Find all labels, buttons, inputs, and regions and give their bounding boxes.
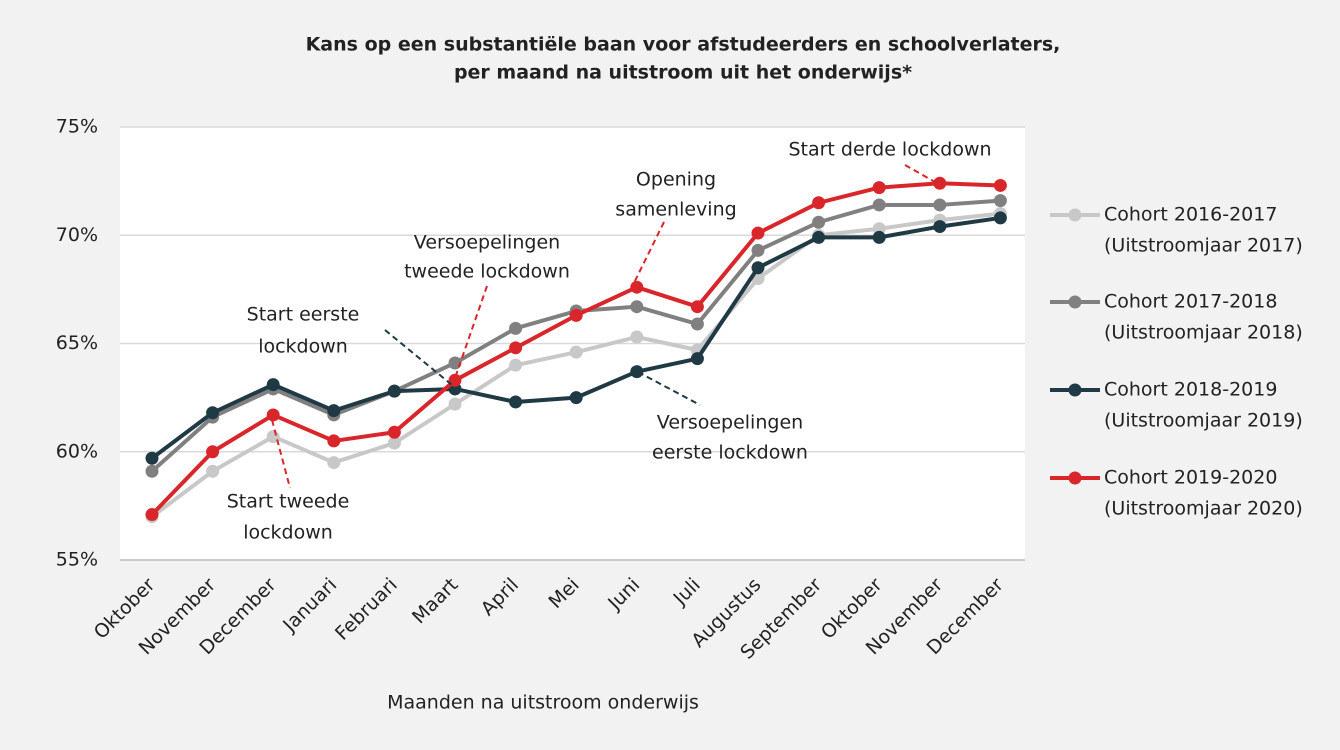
data-point <box>812 215 826 229</box>
legend-note: (Uitstroomjaar 2018) <box>1104 322 1303 344</box>
data-point <box>266 378 280 392</box>
data-point <box>145 451 159 465</box>
data-point <box>872 198 886 212</box>
data-point <box>751 261 765 275</box>
data-point <box>569 308 583 322</box>
data-point <box>145 464 159 478</box>
y-tick-label: 75% <box>56 116 98 138</box>
data-point <box>327 434 341 448</box>
data-point <box>933 198 947 212</box>
y-tick-label: 60% <box>56 440 98 462</box>
x-tick-label: Maart <box>408 574 462 628</box>
data-point <box>751 243 765 257</box>
data-point <box>206 406 220 420</box>
legend-label: Cohort 2016-2017 <box>1104 204 1277 226</box>
data-point <box>630 330 644 344</box>
annotation-leader <box>637 371 701 406</box>
x-tick-label: Mei <box>544 574 583 613</box>
data-point <box>569 391 583 405</box>
legend-note: (Uitstroomjaar 2019) <box>1104 410 1303 432</box>
legend-label: Cohort 2018-2019 <box>1104 379 1277 401</box>
annotation-leader <box>271 419 291 489</box>
y-tick-label: 65% <box>56 332 98 354</box>
data-point <box>387 384 401 398</box>
data-point <box>448 397 462 411</box>
data-point <box>872 230 886 244</box>
annotation-text: Start tweede <box>227 491 350 513</box>
legend-note: (Uitstroomjaar 2017) <box>1104 235 1303 257</box>
data-point <box>569 345 583 359</box>
data-point <box>993 211 1007 225</box>
annotation-leader <box>454 285 488 379</box>
data-point <box>327 404 341 418</box>
data-point <box>145 508 159 522</box>
data-point <box>630 300 644 314</box>
data-point <box>327 456 341 470</box>
annotation-text: Versoepelingen <box>414 232 560 254</box>
chart-title: Kans op een substantiële baan voor afstu… <box>306 34 1061 56</box>
data-point <box>630 365 644 379</box>
data-point <box>630 280 644 294</box>
data-point <box>509 395 523 409</box>
y-tick-label: 55% <box>56 549 98 571</box>
legend-marker <box>1068 295 1082 309</box>
x-tick-label: Juli <box>669 574 705 610</box>
data-point <box>690 352 704 366</box>
annotation-text: Versoepelingen <box>657 412 803 434</box>
data-point <box>387 436 401 450</box>
data-point <box>509 341 523 355</box>
x-tick-label: Februari <box>331 574 402 645</box>
x-tick-label: April <box>477 574 523 620</box>
annotation-text: lockdown <box>258 336 348 358</box>
y-tick-label: 70% <box>56 224 98 246</box>
data-point <box>751 226 765 240</box>
data-point <box>206 464 220 478</box>
data-point <box>690 317 704 331</box>
annotation-text: Opening <box>636 169 716 191</box>
annotation-text: tweede lockdown <box>404 261 570 283</box>
annotation-leader <box>904 164 936 183</box>
data-point <box>509 321 523 335</box>
data-point <box>993 178 1007 192</box>
chart-title: per maand na uitstroom uit het onderwijs… <box>454 62 912 84</box>
annotation-leader <box>632 221 665 286</box>
annotation-text: Start eerste <box>247 304 360 326</box>
data-point <box>206 445 220 459</box>
annotation-text: lockdown <box>243 522 333 544</box>
legend-marker <box>1068 471 1082 485</box>
annotation-text: samenleving <box>615 199 736 221</box>
data-point <box>993 194 1007 208</box>
legend-label: Cohort 2019-2020 <box>1104 467 1277 489</box>
data-point <box>509 358 523 372</box>
data-point <box>812 196 826 210</box>
annotation-leader <box>384 329 453 386</box>
legend-label: Cohort 2017-2018 <box>1104 291 1277 313</box>
legend-note: (Uitstroomjaar 2020) <box>1104 498 1303 520</box>
data-point <box>812 230 826 244</box>
annotation-text: Start derde lockdown <box>788 139 991 161</box>
data-point <box>933 220 947 234</box>
data-point <box>933 176 947 190</box>
legend-marker <box>1068 383 1082 397</box>
x-tick-label: Juni <box>603 574 644 615</box>
data-point <box>690 300 704 314</box>
data-point <box>872 181 886 195</box>
data-point <box>266 408 280 422</box>
legend-marker <box>1068 208 1082 222</box>
x-axis-title: Maanden na uitstroom onderwijs <box>387 692 699 714</box>
data-point <box>387 425 401 439</box>
annotation-text: eerste lockdown <box>652 442 808 464</box>
